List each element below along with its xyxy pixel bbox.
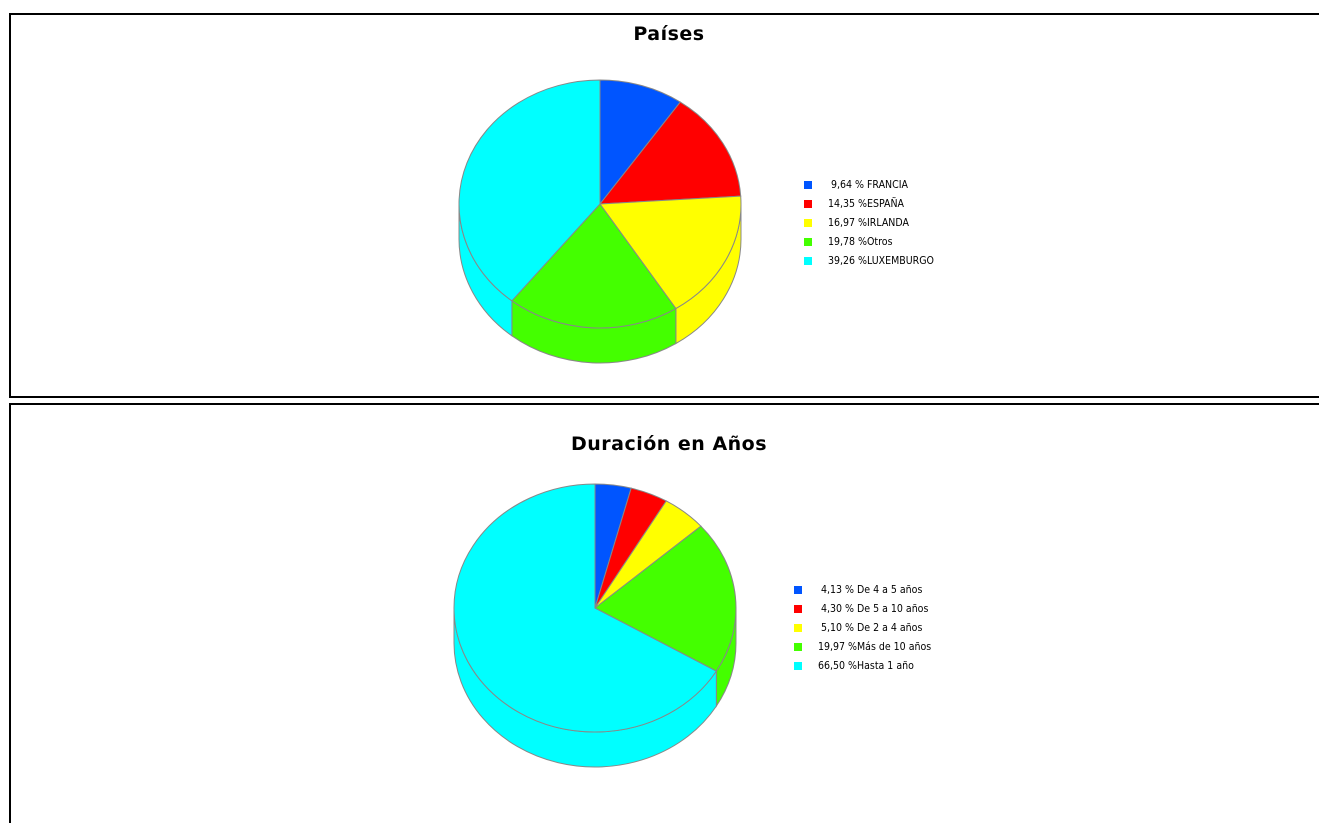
pie-slice-más-de-10-años — [594, 525, 737, 672]
pie-slice-francia — [599, 79, 682, 206]
legend-swatch — [804, 219, 812, 227]
pie-top — [458, 79, 742, 329]
legend-label: De 5 a 10 años — [854, 603, 929, 615]
pie-slice-luxemburgo — [458, 79, 601, 302]
legend-swatch — [804, 181, 812, 189]
legend-label: IRLANDA — [864, 217, 909, 229]
legend-swatch — [804, 257, 812, 265]
legend-text: 19,78 % Otros — [828, 235, 893, 249]
legend-swatch — [804, 200, 812, 208]
legend-percentage: 16,97 % — [828, 217, 868, 229]
legend-percentage: 39,26 % — [828, 255, 868, 267]
legend-text: 39,26 % LUXEMBURGO — [828, 254, 934, 268]
chart-panel-duracion: Duración en Años 4,13 % De 4 a 5 años 4,3… — [9, 403, 1319, 823]
legend-percentage: 19,78 % — [828, 236, 868, 248]
legend-swatch — [794, 643, 802, 651]
legend-swatch — [794, 605, 802, 613]
legend-text: 5,10 % De 2 a 4 años — [818, 621, 922, 635]
legend-percentage: 66,50 % — [818, 660, 858, 672]
pie-slice-españa — [598, 101, 742, 205]
legend-swatch — [794, 586, 802, 594]
legend-percentage: 19,97 % — [818, 641, 858, 653]
legend-percentage: 9,64 % — [830, 179, 864, 191]
legend-swatch — [804, 238, 812, 246]
legend-text: 4,30 % De 5 a 10 años — [818, 602, 928, 616]
legend-percentage: 4,30 % — [820, 603, 854, 615]
legend-label: De 4 a 5 años — [854, 584, 923, 596]
legend-label: De 2 a 4 años — [854, 622, 923, 634]
legend-swatch — [794, 662, 802, 670]
legend-text: 14,35 % ESPAÑA — [828, 197, 904, 211]
legend-label: ESPAÑA — [864, 198, 904, 210]
legend-label: FRANCIA — [864, 179, 908, 191]
pie-chart-duracion — [453, 483, 737, 768]
legend-label: Hasta 1 año — [854, 660, 914, 672]
legend-text: 9,64 % FRANCIA — [828, 178, 908, 192]
legend-percentage: 5,10 % — [820, 622, 854, 634]
chart-panel-paises: Países 9,64 % FRANCIA 14,35 % ESPAÑA 16,97… — [9, 13, 1319, 398]
legend-swatch — [794, 624, 802, 632]
legend-label: LUXEMBURGO — [864, 255, 934, 267]
legend-percentage: 4,13 % — [820, 584, 854, 596]
legend-label: Más de 10 años — [854, 641, 932, 653]
chart-title: Países — [633, 23, 705, 45]
pie-slice-otros — [511, 203, 677, 329]
pie-slice-irlanda — [599, 195, 742, 310]
pie-slice-hasta-1-año — [453, 483, 718, 733]
pie-chart-paises — [458, 79, 742, 364]
legend-text: 16,97 % IRLANDA — [828, 216, 909, 230]
legend-percentage: 14,35 % — [828, 198, 868, 210]
legend-text: 66,50 % Hasta 1 año — [818, 659, 914, 673]
legend-label: Otros — [864, 236, 893, 248]
legend-text: 19,97 % Más de 10 años — [818, 640, 931, 654]
legend-text: 4,13 % De 4 a 5 años — [818, 583, 922, 597]
pie-top — [453, 483, 737, 733]
chart-title: Duración en Años — [570, 433, 768, 455]
